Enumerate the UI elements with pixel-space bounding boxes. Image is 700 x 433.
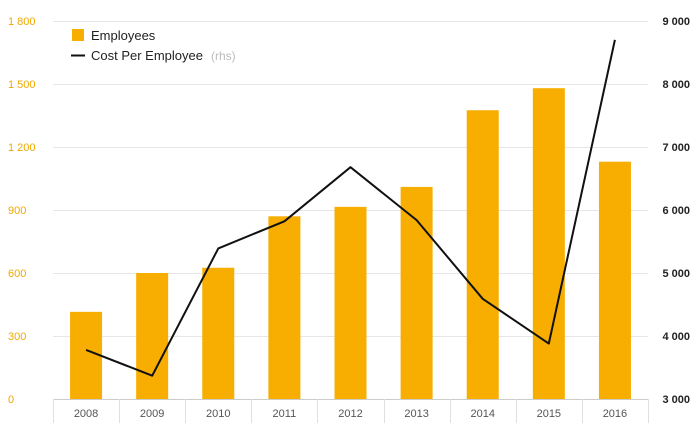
- legend-label-employees: Employees: [91, 28, 156, 43]
- bar-employees: [532, 88, 565, 399]
- y-right-tick-label: 6 000: [662, 205, 690, 217]
- axes: 0 300 600 900 1 200 1 500 1 800 3 000 4 000 5 000…: [8, 16, 690, 423]
- y-right-tick-label: 3 000: [662, 394, 690, 406]
- legend-label-rhs: (rhs): [211, 49, 236, 63]
- y-left-tick-label: 1 200: [8, 142, 36, 154]
- bar-employees: [400, 186, 433, 399]
- y-left-tick-label: 0: [8, 394, 14, 406]
- x-tick-label: 2014: [470, 408, 494, 420]
- legend-marker-employees: [72, 29, 84, 41]
- cost-per-employee-line: [85, 39, 616, 377]
- bar-employees: [268, 216, 301, 399]
- x-tick-label: 2016: [603, 408, 627, 420]
- legend-label-cost-text: Cost Per Employee: [91, 48, 203, 63]
- bar-employees: [598, 161, 631, 399]
- x-tick-label: 2015: [537, 408, 561, 420]
- x-tick-label: 2011: [273, 408, 297, 420]
- x-tick-label: 2008: [74, 408, 98, 420]
- y-left-tick-label: 1 800: [8, 16, 36, 28]
- bar-employees: [202, 267, 235, 399]
- bar-employees: [136, 273, 169, 399]
- y-right-tick-label: 5 000: [662, 268, 690, 280]
- y-left-tick-label: 1 500: [8, 79, 36, 91]
- legend: Employees Cost Per Employee (rhs): [71, 28, 236, 64]
- x-tick-label: 2009: [140, 408, 164, 420]
- bar-employees: [466, 110, 499, 399]
- y-right-tick-label: 8 000: [662, 79, 690, 91]
- y-left-tick-label: 600: [8, 268, 26, 280]
- y-right-tick-label: 9 000: [662, 16, 690, 28]
- x-tick-label: 2012: [338, 408, 362, 420]
- x-tick-label: 2013: [404, 408, 428, 420]
- bar-employees: [70, 311, 103, 399]
- y-right-tick-label: 4 000: [662, 331, 690, 343]
- legend-label-cost-per-employee: Cost Per Employee (rhs): [91, 47, 236, 64]
- employees-bars: [70, 88, 631, 399]
- y-left-tick-label: 300: [8, 331, 26, 343]
- line-cost-per-employee: [85, 39, 616, 377]
- y-right-tick-label: 7 000: [662, 142, 690, 154]
- y-left-tick-label: 900: [8, 205, 26, 217]
- bar-employees: [334, 206, 367, 399]
- x-tick-label: 2010: [206, 408, 230, 420]
